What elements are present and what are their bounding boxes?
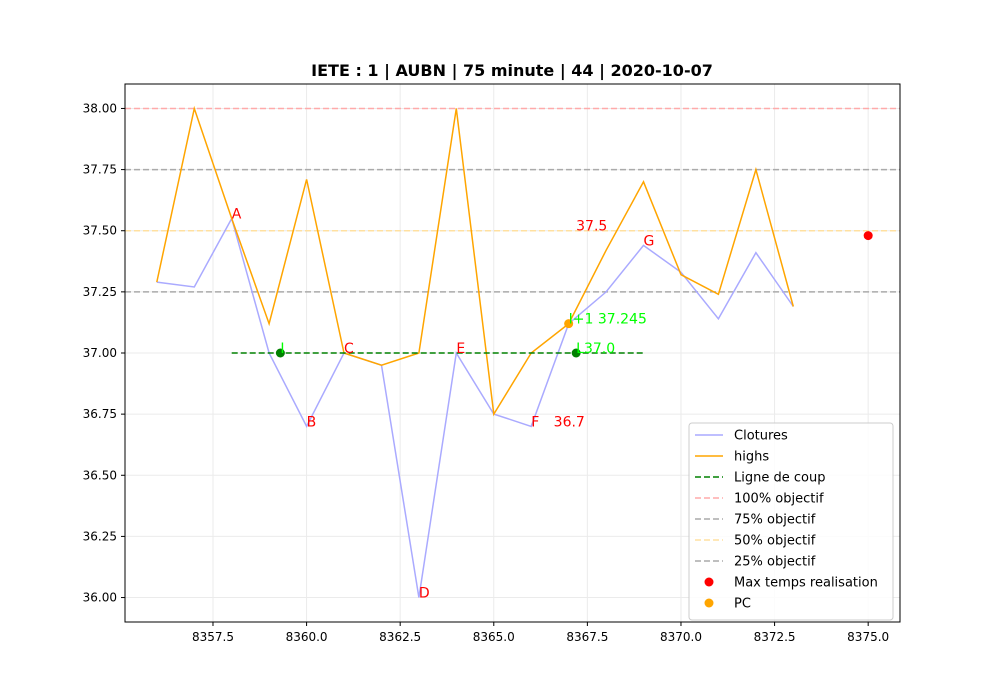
y-tick-label: 36.25 [83, 529, 117, 543]
point-pc [564, 319, 574, 329]
x-tick-label: 8367.5 [566, 630, 608, 644]
annotation-c: C [344, 341, 354, 357]
x-tick-label: 8357.5 [192, 630, 234, 644]
y-tick-label: 37.50 [83, 224, 117, 238]
y-tick-label: 36.00 [83, 591, 117, 605]
objective-lines [125, 107, 900, 293]
annotations-layer: A B C D E F 36.7 G 37.5 I I+1 37.245 L37.0 [232, 207, 655, 602]
annotation-i-1-37-245: I+1 37.245 [569, 312, 647, 328]
annotation-i: I [280, 341, 284, 357]
x-tick-label: 8362.5 [379, 630, 421, 644]
chart-title: IETE : 1 | AUBN | 75 minute | 44 | 2020-… [311, 61, 713, 81]
y-tick-label: 37.25 [83, 285, 117, 299]
y-tick-label: 37.00 [83, 346, 117, 360]
x-tick-label: 8375.0 [847, 630, 889, 644]
x-tick-label: 8365.0 [473, 630, 515, 644]
legend-swatch-pc [704, 598, 714, 608]
legend-label-100-objectif: 100% objectif [734, 492, 824, 507]
legend-label-highs: highs [734, 450, 769, 465]
y-tick-label: 38.00 [83, 101, 117, 115]
legend-label-pc: PC [734, 597, 751, 612]
axes-layer: 8357.5 8360.0 8362.5 8365.0 8367.5 8370.0 8372… [83, 101, 890, 644]
legend-label-25-objectif: 25% objectif [734, 555, 816, 570]
y-tick-label: 36.75 [83, 407, 117, 421]
annotation-l37-0: L37.0 [576, 341, 615, 357]
y-tick-label: 37.75 [83, 163, 117, 177]
legend-box [688, 422, 894, 621]
legend: Clotures highs Ligne de coup 100% objectif 7… [688, 422, 894, 621]
annotation-f: F [531, 414, 539, 430]
annotation-b: B [307, 414, 317, 430]
legend-label-50-objectif: 50% objectif [734, 534, 816, 549]
legend-label-ligne-de-coup: Ligne de coup [734, 471, 825, 486]
annotation-37-5: 37.5 [576, 219, 607, 235]
annotation-a: A [232, 207, 242, 223]
line-clotures [156, 216, 794, 598]
line-highs [156, 105, 795, 417]
point-markers [275, 348, 285, 358]
legend-label-clotures: Clotures [734, 429, 788, 444]
annotation-g: G [644, 233, 655, 249]
x-tick-label: 8360.0 [286, 630, 328, 644]
annotation-e: E [456, 341, 465, 357]
annotation-d: D [419, 586, 430, 602]
point-max-temps-realisation [863, 231, 873, 241]
y-tick-label: 36.50 [83, 468, 117, 482]
x-tick-label: 8370.0 [660, 630, 702, 644]
x-tick-label: 8372.5 [754, 630, 796, 644]
point-markers [571, 348, 581, 358]
points-layer [275, 231, 873, 358]
legend-label-75-objectif: 75% objectif [734, 513, 816, 528]
annotation-36-7: 36.7 [554, 414, 585, 430]
legend-label-max-temps-realisation: Max temps realisation [734, 576, 878, 591]
legend-swatch-max-temps-realisation [704, 577, 714, 587]
